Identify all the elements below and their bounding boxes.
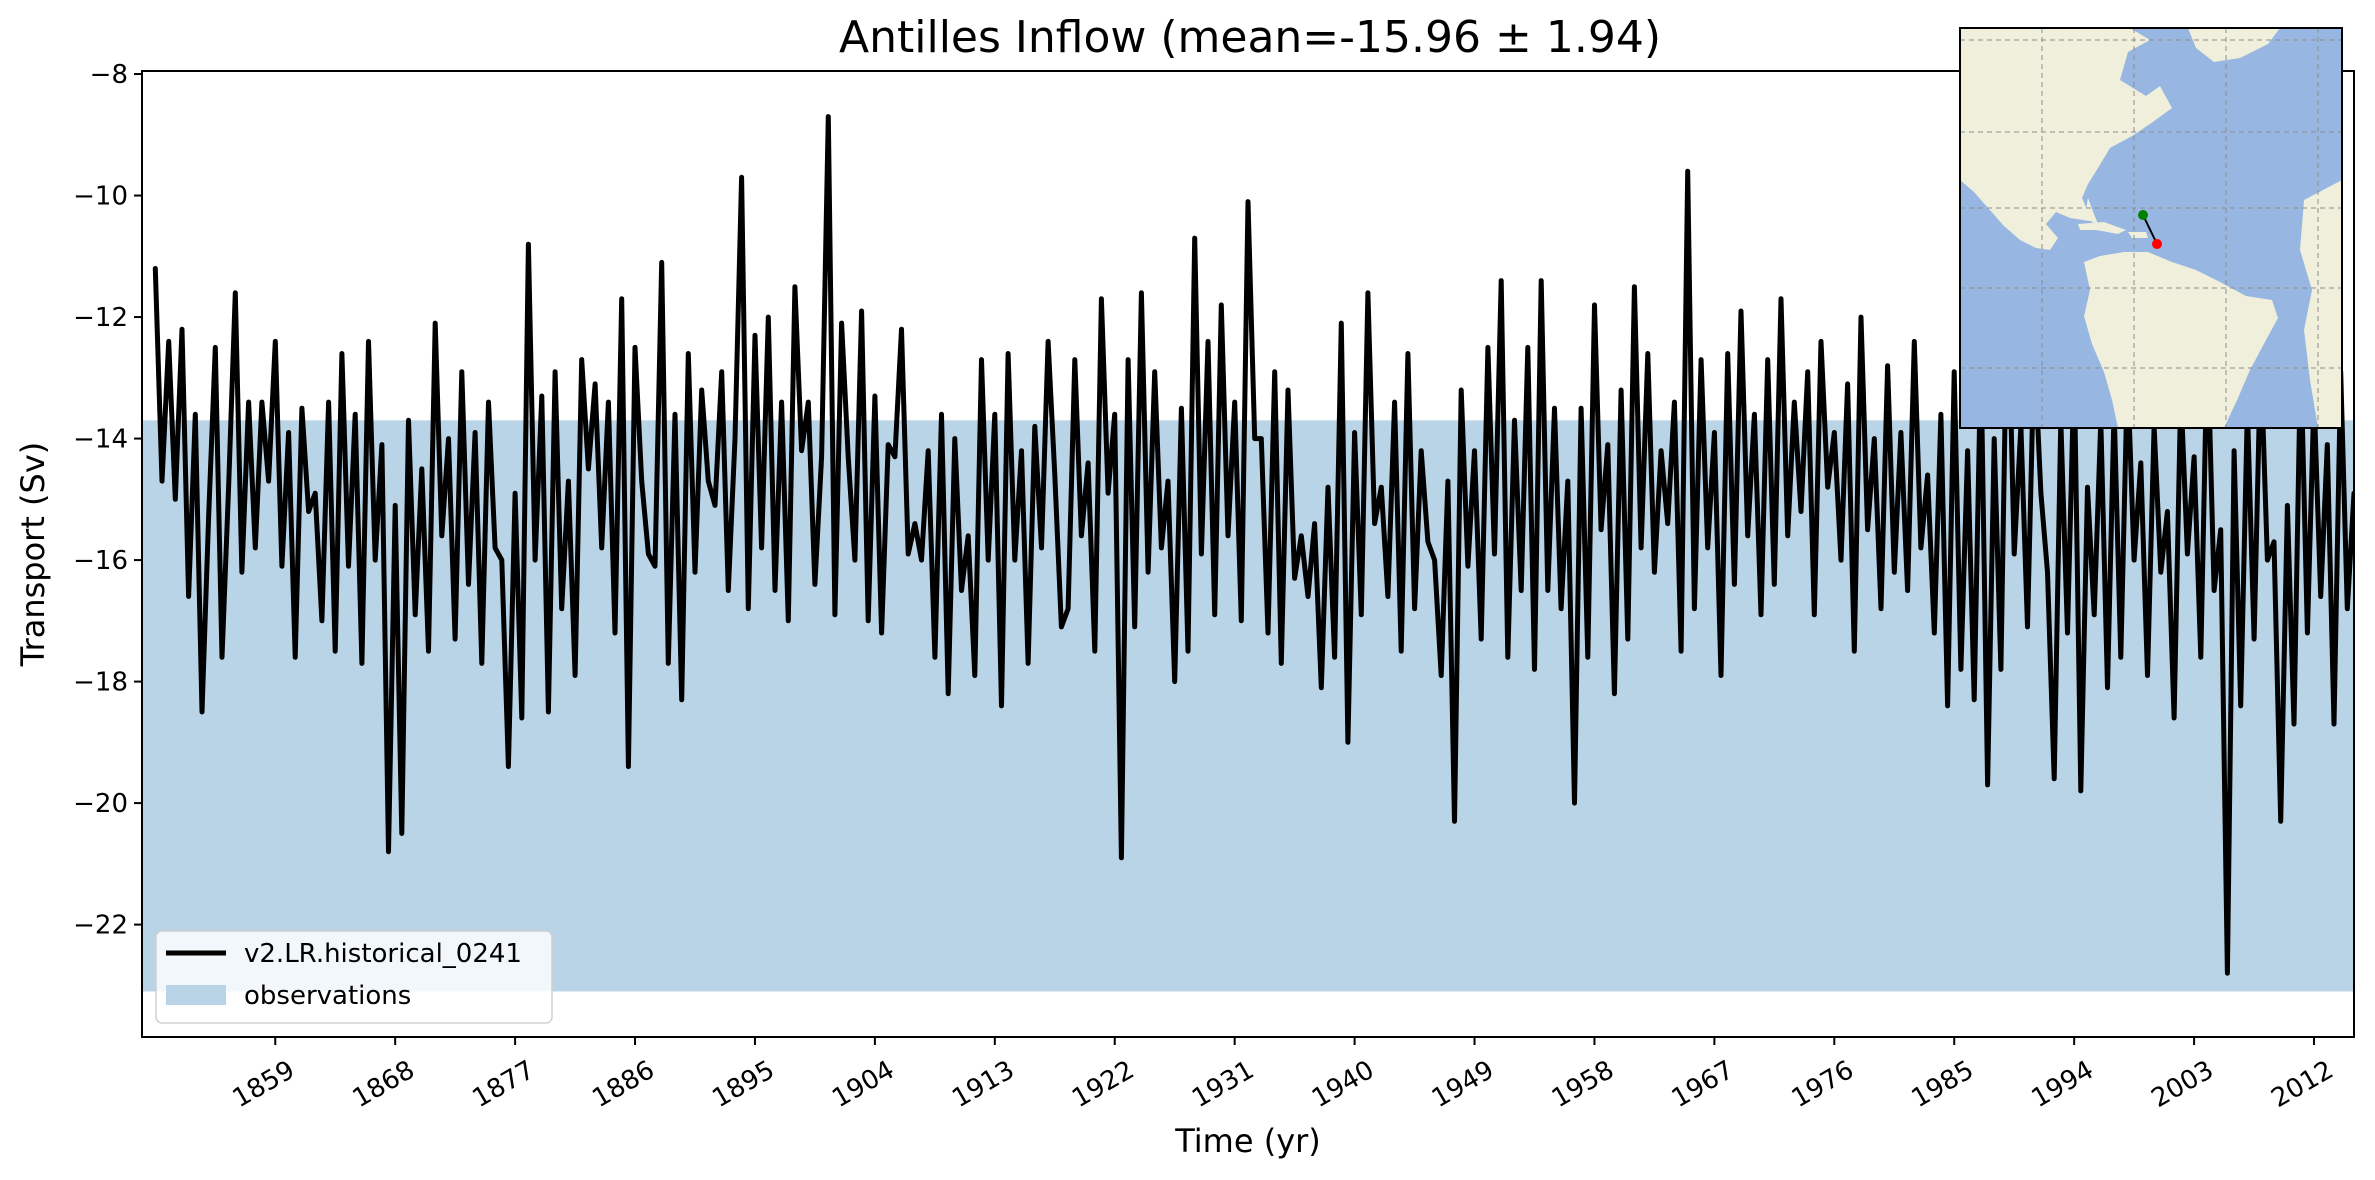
x-tick-label: 2012 — [2266, 1055, 2338, 1114]
y-tick-label: −18 — [73, 668, 128, 698]
map-land-cuba — [2078, 222, 2126, 234]
chart-title: Antilles Inflow (mean=-15.96 ± 1.94) — [839, 12, 1661, 63]
x-tick-label: 1940 — [1307, 1055, 1379, 1114]
y-tick-label: −14 — [73, 425, 128, 455]
x-tick-label: 1886 — [587, 1055, 659, 1114]
x-tick-label: 1976 — [1787, 1055, 1859, 1114]
legend-box — [155, 930, 553, 1024]
x-tick-label: 1985 — [1907, 1055, 1979, 1114]
y-tick-label: −22 — [73, 911, 128, 941]
map-frame — [1959, 27, 2343, 429]
y-tick-label: −12 — [73, 303, 128, 333]
map-land-hispaniola — [2128, 232, 2148, 238]
y-tick-label: −10 — [73, 182, 128, 212]
axes-frame — [141, 70, 2355, 1038]
legend: v2.LR.historical_0241 observations — [155, 930, 553, 1024]
x-tick-label: 2003 — [2146, 1055, 2218, 1114]
map-land-north-america — [1960, 28, 2172, 250]
x-tick-label: 1904 — [827, 1055, 899, 1114]
x-tick-label: 1895 — [707, 1055, 779, 1114]
x-tick-label: 1931 — [1187, 1055, 1259, 1114]
legend-band-swatch — [166, 985, 226, 1005]
y-axis: −8 −10 −12 −14 −16 −18 −20 −22 — [73, 60, 142, 941]
map-section-line — [2142, 214, 2158, 245]
x-tick-label: 1949 — [1427, 1055, 1499, 1114]
x-tick-label: 1877 — [468, 1055, 540, 1114]
map-section-end-marker — [2152, 239, 2162, 249]
inset-map — [1959, 27, 2343, 429]
map-land-south-america — [2084, 252, 2278, 428]
map-section-start-marker — [2138, 210, 2148, 220]
map-gridlines — [1960, 28, 2342, 428]
y-tick-label: −16 — [73, 546, 128, 576]
y-tick-label: −8 — [90, 60, 128, 90]
x-tick-label: 1922 — [1067, 1055, 1139, 1114]
legend-label-model: v2.LR.historical_0241 — [244, 939, 522, 969]
x-tick-label: 1913 — [947, 1055, 1019, 1114]
x-axis: 1859 1868 1877 1886 1895 1904 1913 1922 1931 1940… — [228, 1037, 2339, 1114]
x-tick-label: 1859 — [228, 1055, 300, 1114]
x-tick-label: 1958 — [1547, 1055, 1619, 1114]
x-tick-label: 1994 — [2027, 1055, 2099, 1114]
x-tick-label: 1967 — [1667, 1055, 1739, 1114]
y-tick-label: −20 — [73, 789, 128, 819]
map-land-africa — [2300, 180, 2342, 428]
map-land-greenland — [2188, 28, 2280, 62]
x-tick-label: 1868 — [348, 1055, 420, 1114]
legend-label-observations: observations — [244, 981, 411, 1011]
x-axis-label: Time (yr) — [1174, 1122, 1321, 1160]
series-line — [152, 114, 2354, 976]
y-axis-label: Transport (Sv) — [14, 442, 52, 668]
map-land-florida — [2086, 198, 2098, 224]
